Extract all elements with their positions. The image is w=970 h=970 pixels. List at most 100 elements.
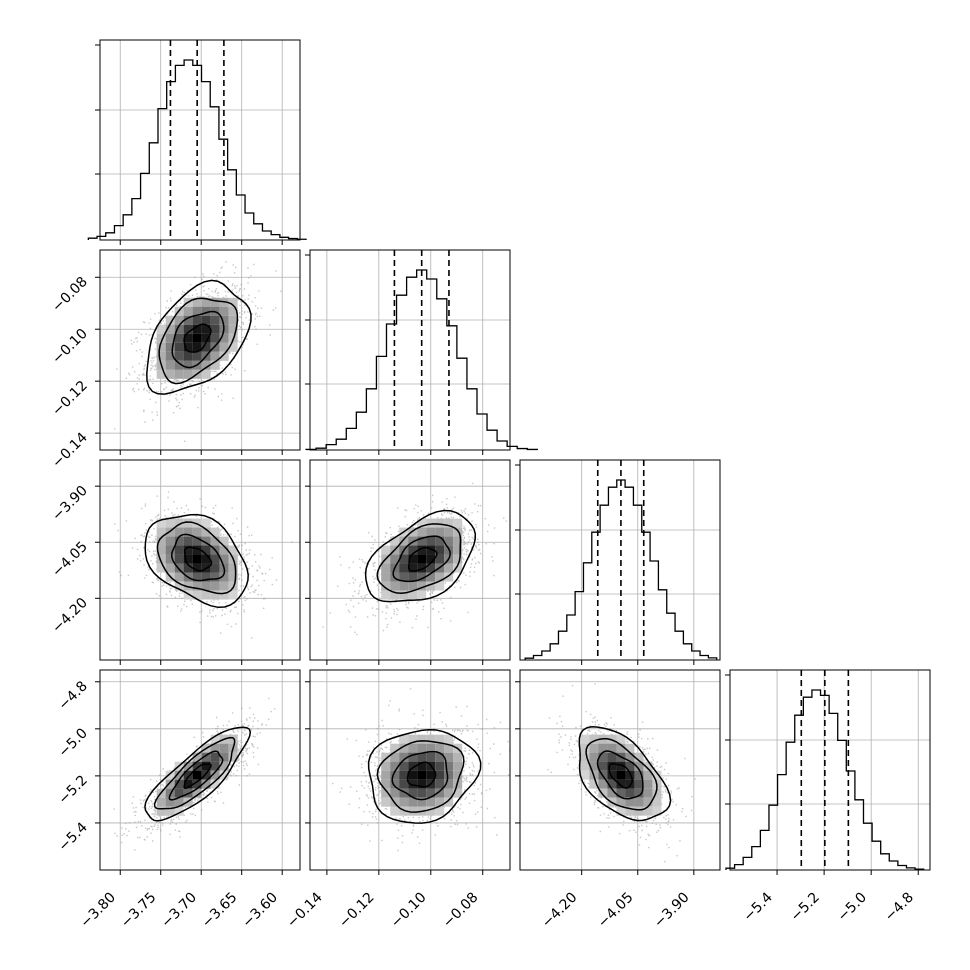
density-cell bbox=[201, 761, 211, 771]
x-tick-label: −3.70 bbox=[158, 890, 200, 932]
panel-content bbox=[322, 482, 507, 636]
density-cell bbox=[192, 761, 202, 771]
y-tick-label: −0.12 bbox=[49, 378, 91, 420]
density-cell bbox=[165, 779, 175, 789]
density-cell bbox=[616, 770, 626, 780]
density-cell bbox=[210, 297, 220, 307]
density-cell bbox=[444, 518, 454, 528]
histogram-panel-2 bbox=[515, 459, 721, 665]
density-cell bbox=[381, 761, 391, 771]
density-cell bbox=[192, 324, 202, 334]
density-cell bbox=[426, 545, 436, 555]
density-cell bbox=[201, 581, 211, 591]
density-cell bbox=[399, 797, 409, 807]
density-cell bbox=[390, 554, 400, 564]
contour-line bbox=[153, 736, 236, 810]
density-cell bbox=[444, 761, 454, 771]
density-cell bbox=[652, 806, 662, 816]
density-cell bbox=[426, 752, 436, 762]
density-cell bbox=[390, 779, 400, 789]
density-cell bbox=[625, 788, 635, 798]
density-cell bbox=[417, 554, 427, 564]
density-cell bbox=[183, 342, 193, 352]
density-cell bbox=[408, 590, 418, 600]
density-cell bbox=[390, 752, 400, 762]
x-tick-label: −0.08 bbox=[440, 890, 482, 932]
density-cell bbox=[210, 590, 220, 600]
panel-frame bbox=[519, 669, 721, 871]
density-cell bbox=[417, 743, 427, 753]
density-cell bbox=[616, 743, 626, 753]
density-core bbox=[580, 734, 662, 816]
density-cell bbox=[634, 761, 644, 771]
panel-frame bbox=[309, 669, 511, 871]
scatter-panel-2-0 bbox=[95, 459, 301, 665]
density-cell bbox=[643, 779, 653, 789]
density-cell bbox=[219, 351, 229, 361]
contour-line bbox=[376, 523, 462, 594]
density-cell bbox=[210, 527, 220, 537]
panel-frame bbox=[99, 249, 301, 451]
density-cell bbox=[201, 572, 211, 582]
panel-frame bbox=[99, 39, 301, 241]
density-cell bbox=[228, 752, 238, 762]
density-cell bbox=[399, 554, 409, 564]
density-cell bbox=[607, 743, 617, 753]
density-cell bbox=[634, 806, 644, 816]
density-cell bbox=[580, 761, 590, 771]
histogram-panel-1 bbox=[305, 249, 538, 455]
density-cell bbox=[426, 797, 436, 807]
density-cell bbox=[616, 788, 626, 798]
density-cell bbox=[390, 806, 400, 816]
scatter-panel-3-1 bbox=[305, 669, 511, 875]
density-cell bbox=[165, 563, 175, 573]
density-cell bbox=[453, 752, 463, 762]
density-cell bbox=[174, 779, 184, 789]
density-cell bbox=[174, 770, 184, 780]
density-cell bbox=[228, 563, 238, 573]
density-cell bbox=[643, 761, 653, 771]
density-cell bbox=[616, 806, 626, 816]
panel-frame bbox=[99, 669, 301, 871]
density-cell bbox=[634, 797, 644, 807]
density-cell bbox=[192, 554, 202, 564]
density-cell bbox=[435, 770, 445, 780]
density-cell bbox=[165, 797, 175, 807]
density-cell bbox=[444, 734, 454, 744]
panel-frame bbox=[309, 249, 511, 451]
density-cell bbox=[399, 536, 409, 546]
scatter-panel-3-0 bbox=[95, 669, 301, 875]
density-cell bbox=[453, 770, 463, 780]
scatter-dots bbox=[322, 482, 507, 636]
density-cell bbox=[183, 770, 193, 780]
density-cell bbox=[616, 797, 626, 807]
density-cell bbox=[183, 324, 193, 334]
contour-line bbox=[144, 726, 252, 822]
density-cell bbox=[399, 788, 409, 798]
density-cell bbox=[381, 590, 391, 600]
density-cell bbox=[381, 581, 391, 591]
density-cell bbox=[381, 752, 391, 762]
contour-line bbox=[585, 737, 658, 811]
density-cell bbox=[453, 788, 463, 798]
panel-content bbox=[114, 491, 293, 639]
panel-content bbox=[547, 683, 696, 863]
density-cell bbox=[381, 770, 391, 780]
density-cell bbox=[426, 734, 436, 744]
density-cell bbox=[192, 788, 202, 798]
density-cell bbox=[399, 761, 409, 771]
density-cell bbox=[634, 752, 644, 762]
density-cell bbox=[408, 581, 418, 591]
density-cell bbox=[435, 527, 445, 537]
density-cell bbox=[390, 770, 400, 780]
scatter-points bbox=[322, 482, 507, 636]
density-cell bbox=[219, 333, 229, 343]
x-tick-label: −4.20 bbox=[539, 890, 581, 932]
density-cell bbox=[183, 590, 193, 600]
density-cell bbox=[192, 333, 202, 343]
density-cell bbox=[408, 806, 418, 816]
density-cell bbox=[219, 770, 229, 780]
density-cell bbox=[192, 572, 202, 582]
density-cell bbox=[444, 563, 454, 573]
density-cell bbox=[219, 581, 229, 591]
